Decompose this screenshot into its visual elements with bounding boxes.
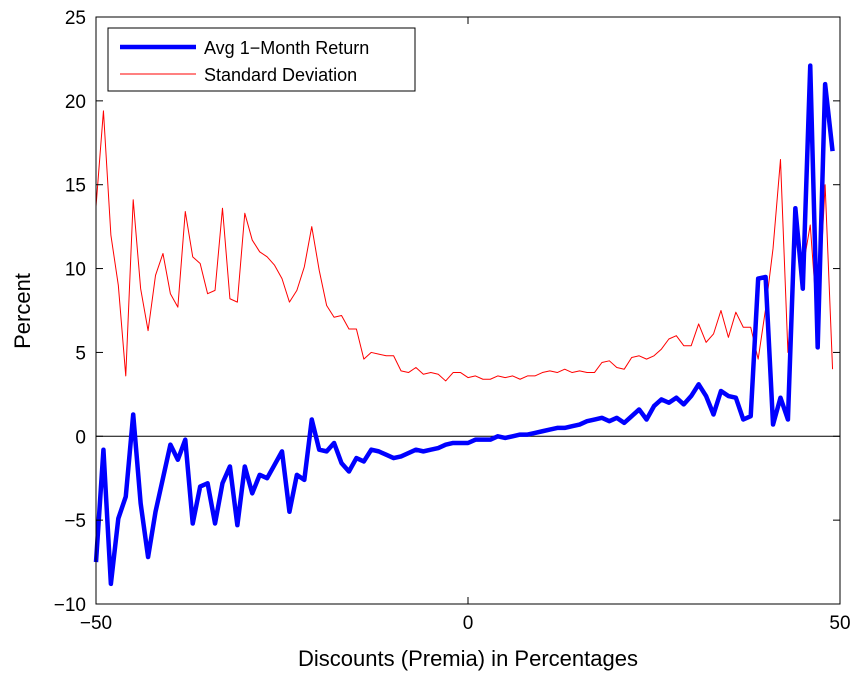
- y-tick-label: 0: [75, 427, 86, 448]
- y-axis-label: Percent: [10, 273, 35, 349]
- series-line-avg-return: [93, 63, 835, 587]
- y-tick-label: 20: [65, 92, 86, 113]
- series-line-std-dev: [95, 110, 834, 382]
- legend-label-std-dev: Standard Deviation: [204, 65, 357, 85]
- y-tick-label: 25: [65, 8, 86, 29]
- legend: Avg 1−Month Return Standard Deviation: [107, 27, 416, 92]
- legend-label-avg-return: Avg 1−Month Return: [204, 38, 369, 58]
- x-tick-label: −50: [80, 613, 112, 634]
- plot-area: [96, 17, 840, 604]
- legend-box: [107, 27, 416, 92]
- y-tick-label: −10: [54, 595, 86, 616]
- y-tick-label: 15: [65, 176, 86, 197]
- y-tick-label: −5: [64, 511, 86, 532]
- x-tick-label: 0: [463, 613, 474, 634]
- x-tick-label: 50: [829, 613, 850, 634]
- y-tick-label: 5: [75, 343, 86, 364]
- y-tick-label: 10: [65, 260, 86, 281]
- x-axis-label: Discounts (Premia) in Percentages: [298, 646, 638, 671]
